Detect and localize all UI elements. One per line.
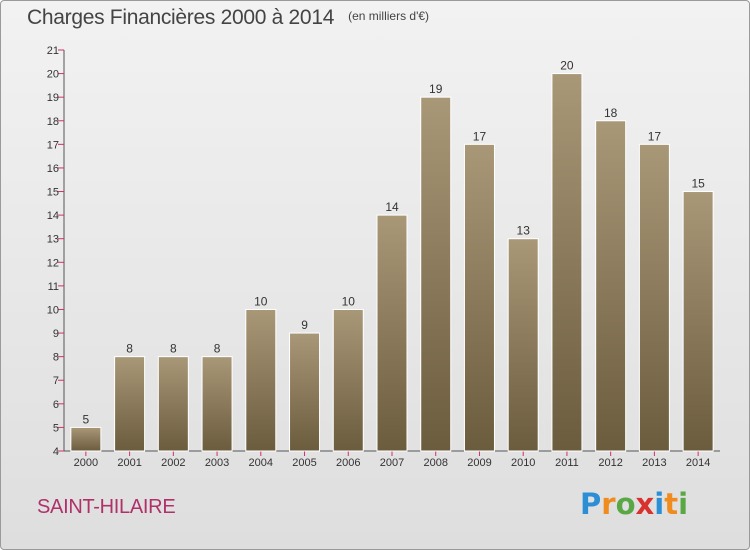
y-tick-label: 4 [53, 446, 59, 458]
bars: 5 8 8 8 10 9 10 14 19 17 13 20 18 17 15 [70, 59, 714, 452]
y-tick-label: 12 [47, 257, 59, 269]
logo-letter: r [601, 487, 616, 521]
chart-title-block: Charges Financières 2000 à 2014 (en milli… [27, 6, 429, 30]
y-tick-label: 6 [53, 399, 59, 411]
y-tick-label: 15 [47, 187, 59, 199]
commune-name: SAINT-HILAIRE [37, 496, 176, 518]
x-tick-label: 2000 [74, 457, 98, 469]
bar [289, 332, 321, 452]
bar-value-label: 8 [170, 342, 177, 356]
bar [595, 120, 627, 452]
y-axis: 4 5 6 7 8 9 10 11 12 13 14 15 16 17 18 19 20 21 [47, 45, 65, 458]
logo-letter: x [635, 487, 655, 521]
bar [420, 96, 452, 452]
logo-letter: o [615, 487, 636, 521]
logo-letter: t [664, 487, 679, 521]
y-tick-label: 13 [47, 234, 59, 246]
y-tick-label: 9 [53, 328, 59, 340]
x-tick-label: 2004 [249, 457, 273, 469]
bar-value-label: 10 [342, 294, 356, 308]
x-tick-label: 2013 [642, 457, 666, 469]
bar-value-label: 17 [473, 129, 487, 143]
chart-title: Charges Financières 2000 à 2014 [27, 6, 335, 29]
bar-value-label: 18 [604, 106, 618, 120]
x-tick-label: 2012 [598, 457, 622, 469]
x-tick-label: 2008 [423, 457, 447, 469]
bar-value-label: 14 [385, 200, 399, 214]
x-tick-label: 2007 [380, 457, 404, 469]
y-tick-label: 7 [53, 375, 59, 387]
x-tick-label: 2011 [555, 457, 579, 469]
bar-value-label: 8 [214, 342, 221, 356]
bar [70, 426, 102, 452]
x-tick-label: 2010 [511, 457, 535, 469]
bar [245, 308, 277, 452]
y-tick-label: 18 [47, 116, 59, 128]
x-axis: 2000 2001 2002 2003 2004 2005 2006 2007 2008 2009… [64, 450, 720, 469]
proxiti-logo: Proxiti [580, 487, 688, 521]
x-tick-label: 2006 [336, 457, 360, 469]
bar-value-label: 19 [429, 82, 443, 96]
bar [376, 214, 408, 452]
y-tick-label: 11 [48, 281, 59, 293]
bar [201, 356, 233, 452]
y-tick-label: 16 [47, 163, 59, 175]
bar-value-label: 13 [517, 224, 531, 238]
x-tick-label: 2005 [292, 457, 316, 469]
logo-letter: i [678, 487, 689, 521]
bar-value-label: 15 [691, 177, 705, 191]
bar [463, 143, 495, 452]
chart-unit: (en milliers d'€) [348, 9, 430, 23]
bar-value-label: 5 [83, 412, 90, 426]
bar [157, 356, 189, 452]
bar-value-label: 9 [301, 318, 308, 332]
y-tick-label: 8 [53, 352, 59, 364]
bar-value-label: 17 [648, 129, 662, 143]
x-tick-label: 2001 [117, 457, 141, 469]
x-tick-label: 2009 [467, 457, 491, 469]
logo-letter: P [580, 487, 602, 521]
x-tick-label: 2003 [205, 457, 229, 469]
bar-value-label: 8 [126, 342, 133, 356]
y-tick-label: 21 [47, 45, 59, 57]
y-tick-label: 14 [47, 210, 59, 222]
y-tick-label: 17 [47, 139, 59, 151]
x-tick-label: 2014 [686, 457, 710, 469]
bar [638, 143, 670, 452]
y-tick-label: 5 [53, 422, 59, 434]
bar-value-label: 10 [254, 294, 268, 308]
bar [332, 308, 364, 452]
x-tick-label: 2002 [161, 457, 185, 469]
y-tick-label: 20 [47, 69, 59, 81]
bar [507, 238, 539, 452]
bar [114, 356, 146, 452]
y-tick-label: 19 [47, 92, 59, 104]
bar [682, 191, 714, 452]
bar [551, 73, 583, 452]
y-tick-label: 10 [47, 304, 59, 316]
logo-letter: i [654, 487, 665, 521]
bar-value-label: 20 [560, 59, 574, 73]
